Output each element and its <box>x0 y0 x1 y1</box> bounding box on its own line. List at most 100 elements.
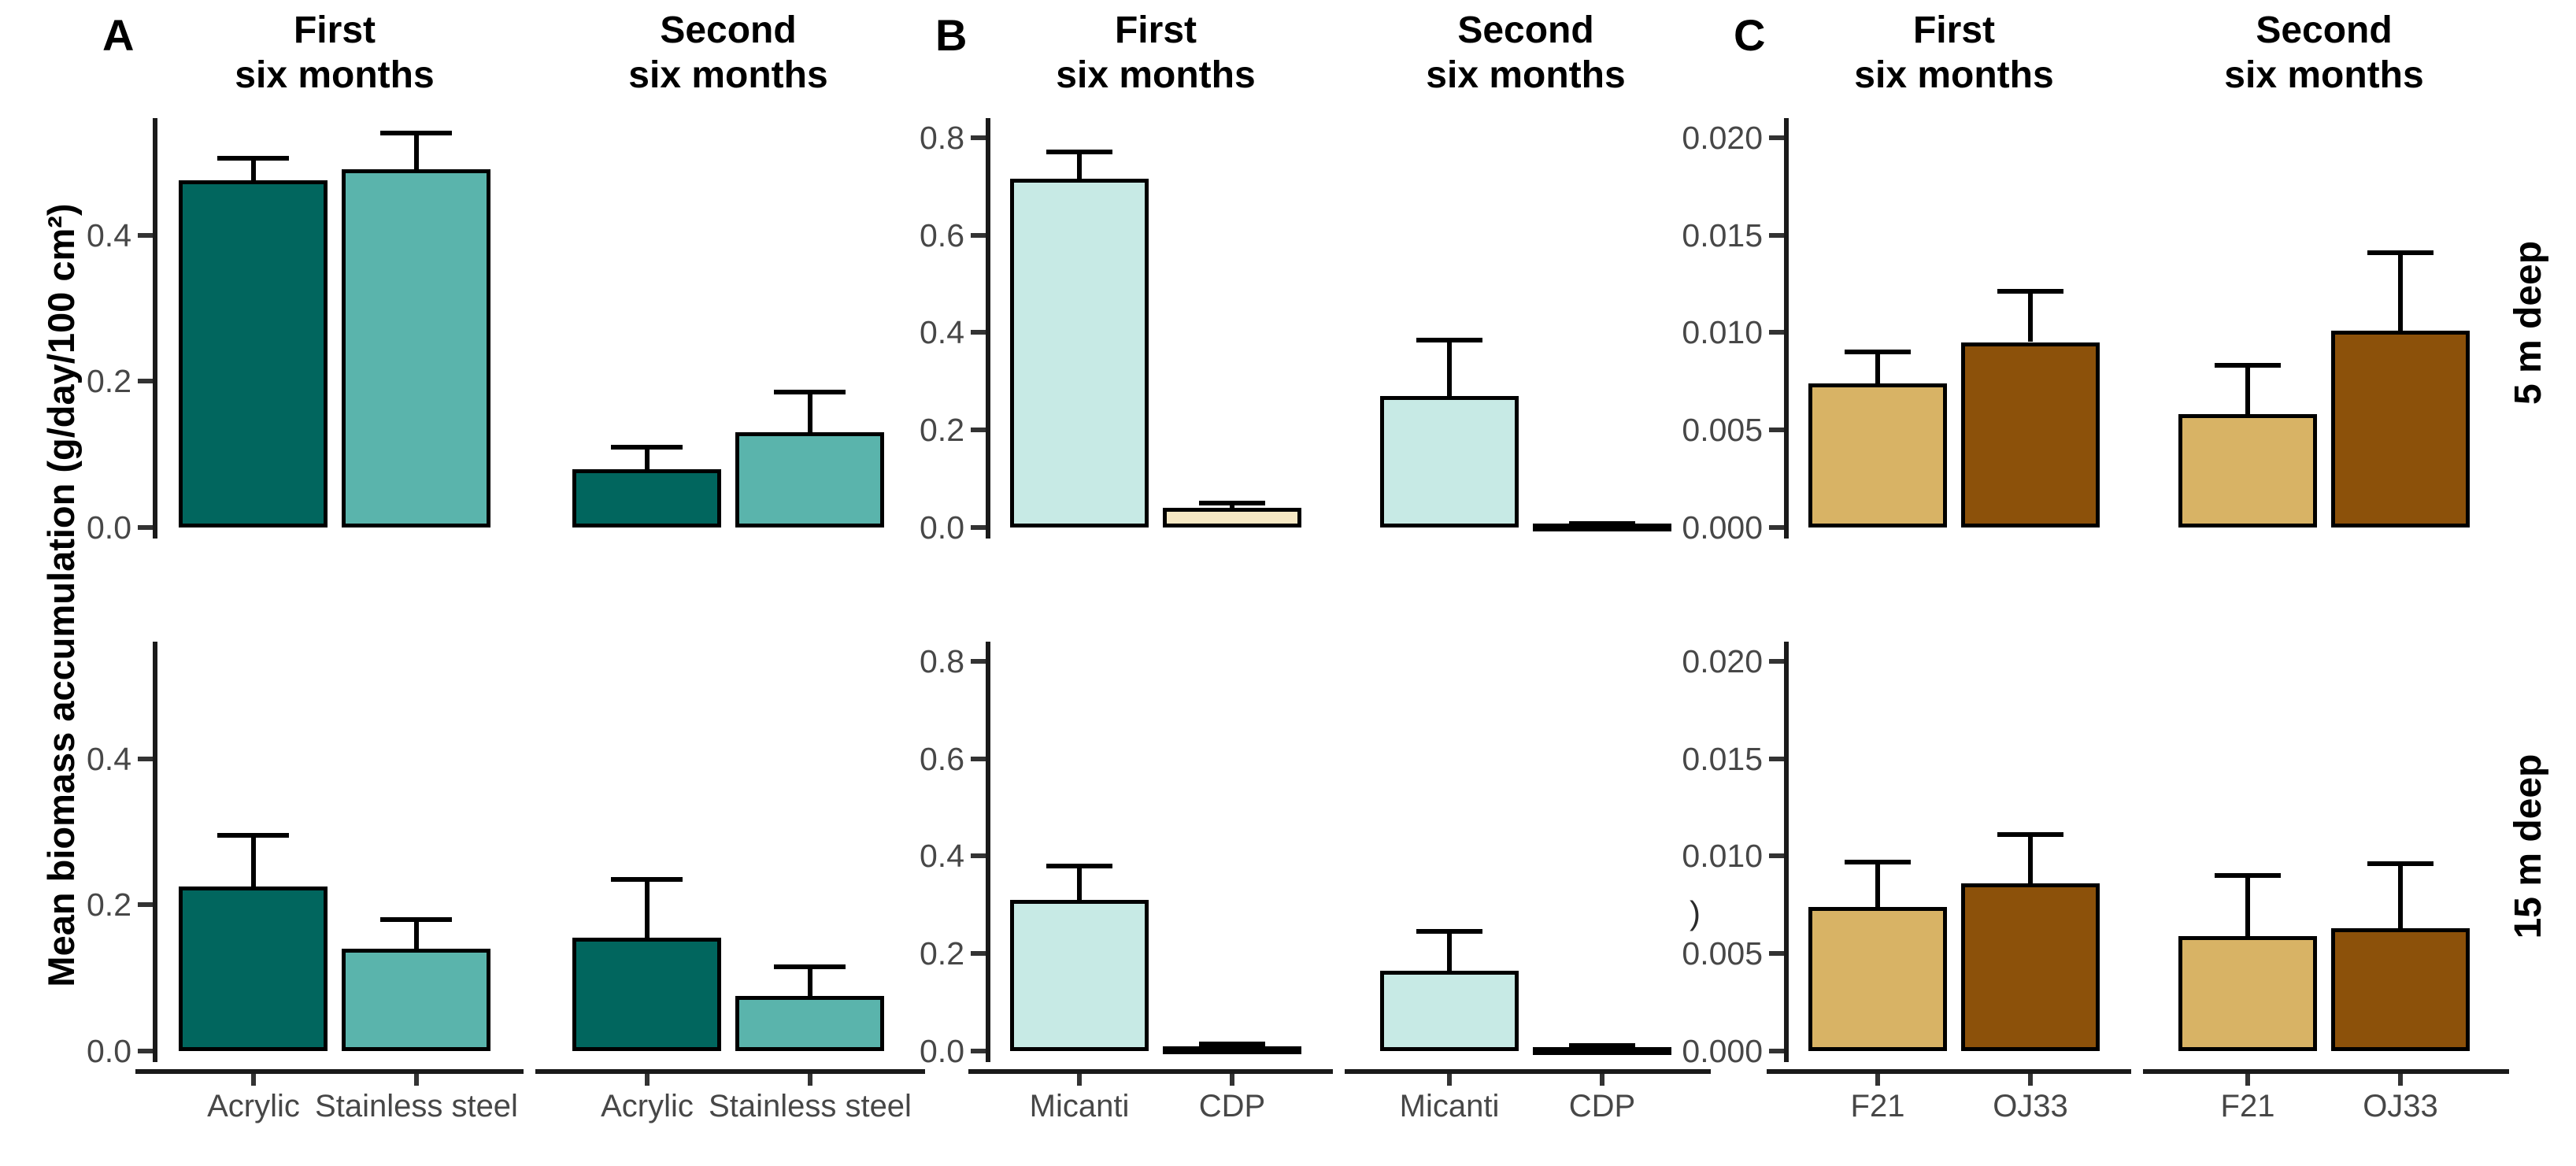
y-tick-label: 0.2 <box>87 887 131 924</box>
y-axis-line-C <box>1784 642 1789 1062</box>
column-title-second: Second six months <box>555 8 901 98</box>
y-tick <box>1769 330 1784 335</box>
y-tick-label: 0.4 <box>87 217 131 254</box>
y-tick <box>1769 232 1784 238</box>
error-bar <box>645 879 650 938</box>
column-title-line: Second <box>660 9 797 51</box>
y-tick-label: 0.4 <box>920 838 964 875</box>
y-tick <box>971 330 986 335</box>
error-bar-cap <box>1997 289 2063 294</box>
column-title-line: Second <box>1457 9 1594 51</box>
error-bar-cap <box>1199 1042 1265 1046</box>
error-bar <box>2028 835 2033 883</box>
bar-C-5-m-deep-second-six-months-oj33 <box>2331 331 2470 527</box>
y-tick-label: 0.005 <box>1682 935 1763 972</box>
y-axis-line-A <box>153 118 157 539</box>
bar-C-15-m-deep-first-six-months-oj33 <box>1961 883 2100 1051</box>
bar-A-5-m-deep-second-six-months-acrylic <box>572 469 721 527</box>
y-tick-label: 0.0 <box>920 509 964 546</box>
error-bar-cap <box>217 156 289 161</box>
bar-A-5-m-deep-first-six-months-acrylic <box>179 180 328 527</box>
bar-B-5-m-deep-first-six-months-cdp <box>1163 508 1301 527</box>
y-tick <box>1769 853 1784 859</box>
x-tick <box>414 1074 419 1086</box>
y-tick-label: 0.8 <box>920 642 964 679</box>
bar-B-15-m-deep-second-six-months-micanti <box>1380 971 1519 1051</box>
y-tick-label: 0.2 <box>87 363 131 400</box>
error-bar <box>2245 875 2250 936</box>
category-label-stainless-steel: Stainless steel <box>709 1089 912 1123</box>
x-tick <box>1875 1074 1880 1086</box>
error-bar-cap <box>611 445 683 450</box>
error-bar-cap <box>380 917 452 922</box>
row-strip-5m-deep: 5 m deep <box>2508 240 2549 405</box>
x-tick <box>1447 1074 1452 1086</box>
category-label-acrylic: Acrylic <box>207 1089 300 1123</box>
error-bar-cap <box>774 390 846 394</box>
bar-A-15-m-deep-second-six-months-acrylic <box>572 938 721 1051</box>
error-bar <box>1447 340 1452 396</box>
bar-B-5-m-deep-second-six-months-micanti <box>1380 396 1519 527</box>
column-title-line: First <box>293 9 376 51</box>
y-tick <box>1769 135 1784 140</box>
x-tick <box>251 1074 256 1086</box>
y-tick-label: 0.015 <box>1682 217 1763 254</box>
error-bar-cap <box>2367 861 2434 866</box>
error-bar <box>2398 253 2403 331</box>
x-tick <box>1230 1074 1234 1086</box>
bar-C-15-m-deep-second-six-months-f21 <box>2178 936 2317 1051</box>
bar-C-5-m-deep-first-six-months-oj33 <box>1961 342 2100 527</box>
error-bar-cap <box>1416 929 1482 934</box>
error-bar-cap <box>1569 521 1635 526</box>
y-tick-label: 0.6 <box>920 217 964 254</box>
category-label-cdp: CDP <box>1568 1089 1636 1123</box>
y-tick-label: 0.2 <box>920 412 964 449</box>
category-label-oj33: OJ33 <box>2363 1089 2438 1123</box>
bar-A-15-m-deep-first-six-months-acrylic <box>179 887 328 1051</box>
error-bar <box>1077 152 1082 179</box>
error-bar-cap <box>2367 250 2434 255</box>
bar-B-15-m-deep-second-six-months-cdp <box>1533 1047 1671 1055</box>
y-tick-label: 0.010 <box>1682 838 1763 875</box>
error-bar <box>2398 864 2403 928</box>
x-tick <box>2028 1074 2033 1086</box>
y-tick <box>1769 756 1784 761</box>
bar-C-15-m-deep-first-six-months-f21 <box>1808 907 1947 1051</box>
y-tick-label: 0.4 <box>920 314 964 351</box>
column-title-line: six months <box>1426 54 1626 96</box>
error-bar-cap <box>1199 501 1265 505</box>
y-tick <box>971 232 986 238</box>
error-bar <box>414 133 419 169</box>
error-bar <box>1875 352 1880 383</box>
x-tick <box>1077 1074 1082 1086</box>
bar-A-15-m-deep-first-six-months-stainless-steel <box>342 949 490 1051</box>
x-axis-line-B <box>968 1069 1333 1074</box>
column-title-first: First six months <box>161 8 508 98</box>
y-tick-label: 0.0 <box>87 1033 131 1069</box>
column-title-line: six months <box>1854 54 2054 96</box>
y-tick <box>971 428 986 433</box>
bar-B-5-m-deep-first-six-months-micanti <box>1010 179 1149 527</box>
x-axis-line-B <box>1345 1069 1711 1074</box>
y-tick <box>1769 525 1784 530</box>
y-tick <box>1769 658 1784 664</box>
column-title-second: Second six months <box>1353 8 1699 98</box>
y-tick <box>138 525 153 530</box>
category-label-oj33: OJ33 <box>1993 1089 2068 1123</box>
x-tick <box>645 1074 650 1086</box>
column-title-line: Second <box>2256 9 2393 51</box>
column-title-line: First <box>1114 9 1197 51</box>
column-title-line: six months <box>1056 54 1256 96</box>
stray-mark: ) <box>1690 894 1701 931</box>
y-tick <box>971 525 986 530</box>
y-axis-label: Mean biomass accumulation (g/day/100 cm²… <box>40 203 82 987</box>
error-bar-cap <box>611 877 683 882</box>
bar-C-15-m-deep-second-six-months-oj33 <box>2331 928 2470 1051</box>
y-tick <box>971 1049 986 1053</box>
error-bar <box>2245 365 2250 414</box>
bar-B-15-m-deep-first-six-months-cdp <box>1163 1046 1301 1054</box>
y-axis-line-B <box>986 642 990 1062</box>
x-axis-line-C <box>1767 1069 2131 1074</box>
error-bar-cap <box>2215 873 2281 878</box>
